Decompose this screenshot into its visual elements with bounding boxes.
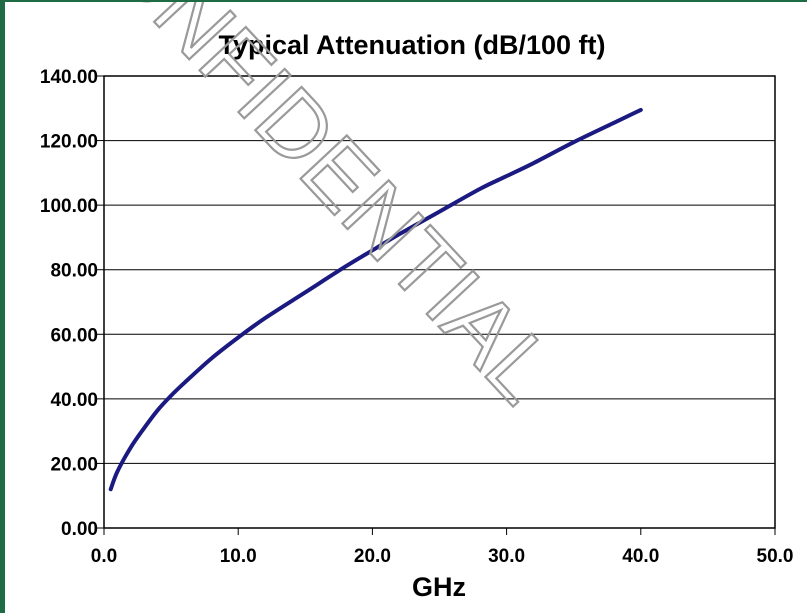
y-tick-label: 40.00	[50, 390, 98, 411]
y-tick-label: 100.00	[40, 196, 98, 217]
confidential-watermark: CONFIDENTIAL	[40, 2, 575, 422]
x-axis-label: GHz	[412, 572, 466, 602]
y-tick-label: 120.00	[40, 132, 98, 153]
y-tick-label: 80.00	[50, 261, 98, 282]
x-tick-label: 20.0	[354, 546, 391, 567]
x-tick-label: 50.0	[757, 546, 794, 567]
x-tick-label: 40.0	[622, 546, 659, 567]
x-tick-label: 30.0	[488, 546, 525, 567]
y-tick-label: 20.00	[50, 454, 98, 475]
x-tick-label: 0.0	[91, 546, 117, 567]
y-tick-label: 0.00	[61, 519, 98, 540]
y-tick-label: 140.00	[40, 67, 98, 88]
y-tick-label: 60.00	[50, 325, 98, 346]
x-tick-label: 10.0	[220, 546, 257, 567]
attenuation-chart: Typical Attenuation (dB/100 ft) 0.0020.0…	[5, 2, 807, 615]
